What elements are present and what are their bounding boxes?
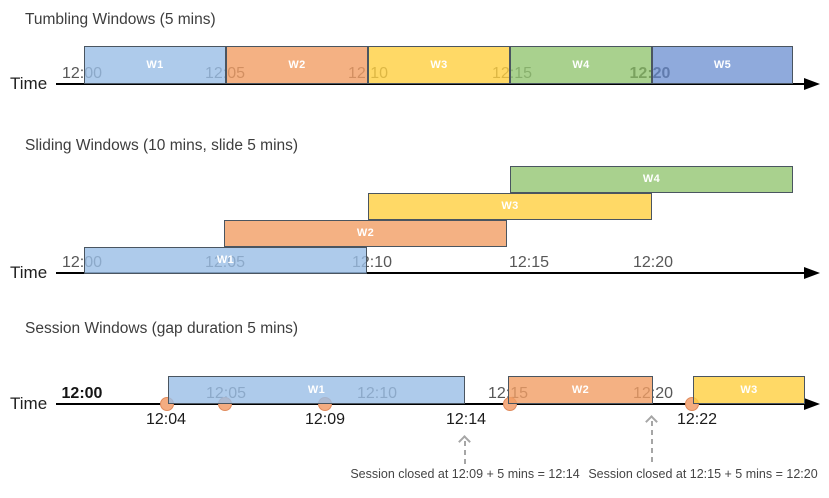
window-session-W3: W3 — [693, 376, 805, 404]
window-session-W2: W2 — [508, 376, 653, 404]
window-label: W3 — [740, 384, 758, 396]
window-label: W4 — [642, 173, 661, 185]
annotation-caption-2: Session closed at 12:15 + 5 mins = 12:20 — [588, 467, 818, 481]
window-label: W1 — [307, 384, 326, 396]
window-sliding-W2: W2 — [224, 220, 507, 247]
event-time-label: 12:04 — [145, 411, 187, 428]
timeline-axis — [56, 83, 804, 85]
window-sliding-W4: W4 — [510, 166, 793, 193]
window-sliding-W1: W1 — [84, 247, 367, 274]
window-tumbling-W5: W5 — [652, 46, 793, 84]
window-tumbling-W2: W2 — [226, 46, 368, 84]
time-axis-label: Time — [10, 263, 48, 282]
tick-label-12-00: 12:00 — [61, 385, 103, 402]
window-tumbling-W3: W3 — [368, 46, 510, 84]
dashed-arrow-line — [464, 441, 466, 464]
window-label: W3 — [501, 200, 519, 212]
window-label: W2 — [356, 227, 375, 239]
window-tumbling-W1: W1 — [84, 46, 226, 84]
timeline-axis — [56, 403, 804, 405]
timeline-arrowhead-icon — [804, 78, 820, 90]
section-title: Sliding Windows (10 mins, slide 5 mins) — [25, 137, 299, 154]
window-label: W4 — [572, 59, 590, 71]
timeline-axis — [56, 272, 804, 274]
window-label: W5 — [713, 59, 732, 71]
tick-label-12-15: 12:15 — [508, 254, 550, 271]
section-title: Session Windows (gap duration 5 mins) — [25, 320, 299, 337]
time-axis-label: Time — [10, 74, 48, 93]
arrow-up-icon — [458, 435, 471, 448]
window-label: W2 — [571, 384, 590, 396]
annotation-caption-1: Session closed at 12:09 + 5 mins = 12:14 — [350, 467, 580, 481]
event-time-label: 12:22 — [676, 411, 718, 428]
window-session-W1: W1 — [168, 376, 465, 404]
event-time-label: 12:14 — [445, 411, 487, 428]
time-axis-label: Time — [10, 394, 48, 413]
window-sliding-W3: W3 — [368, 193, 652, 220]
tick-label-12-20: 12:20 — [632, 254, 674, 271]
window-tumbling-W4: W4 — [510, 46, 652, 84]
window-label: W1 — [146, 59, 164, 71]
timeline-arrowhead-icon — [804, 398, 820, 410]
event-time-label: 12:09 — [304, 411, 346, 428]
window-label: W2 — [288, 59, 306, 71]
section-title: Tumbling Windows (5 mins) — [25, 11, 216, 28]
window-label: W1 — [216, 254, 235, 266]
dashed-arrow-line — [651, 421, 653, 464]
arrow-up-icon — [645, 415, 658, 428]
timeline-arrowhead-icon — [804, 267, 820, 279]
window-label: W3 — [430, 59, 448, 71]
